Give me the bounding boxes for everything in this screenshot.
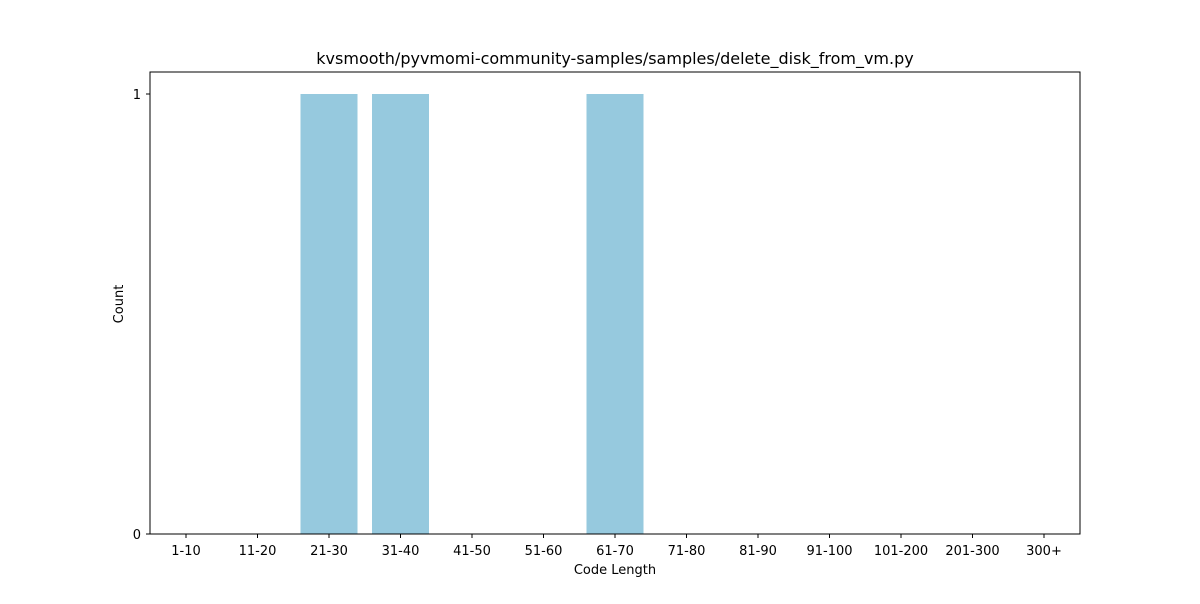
y-axis-ticks: 01 xyxy=(133,88,150,543)
x-tick-label: 1-10 xyxy=(171,544,201,559)
x-tick-label: 300+ xyxy=(1026,544,1062,559)
bar-21-30 xyxy=(300,94,358,534)
y-tick-label: 0 xyxy=(133,528,141,543)
y-tick-label: 1 xyxy=(133,88,141,103)
x-tick-label: 61-70 xyxy=(596,544,634,559)
x-tick-label: 51-60 xyxy=(525,544,563,559)
x-tick-label: 101-200 xyxy=(874,544,928,559)
x-axis-ticks: 1-10 11-20 21-30 31-40 41-50 51-60 61-70 71-80 8… xyxy=(171,534,1062,559)
x-tick-label: 91-100 xyxy=(806,544,852,559)
x-tick-label: 21-30 xyxy=(310,544,348,559)
x-axis-label: Code Length xyxy=(574,563,656,578)
x-tick-label: 81-90 xyxy=(739,544,777,559)
x-tick-label: 31-40 xyxy=(382,544,420,559)
bars-group xyxy=(300,94,644,534)
chart-title: kvsmooth/pyvmomi-community-samples/sampl… xyxy=(316,49,913,69)
x-tick-label: 11-20 xyxy=(239,544,277,559)
x-tick-label: 41-50 xyxy=(453,544,491,559)
y-axis-label: Count xyxy=(112,285,127,324)
x-tick-label: 201-300 xyxy=(945,544,999,559)
bar-31-40 xyxy=(372,94,429,534)
bar-61-70 xyxy=(586,94,644,534)
x-tick-label: 71-80 xyxy=(668,544,706,559)
